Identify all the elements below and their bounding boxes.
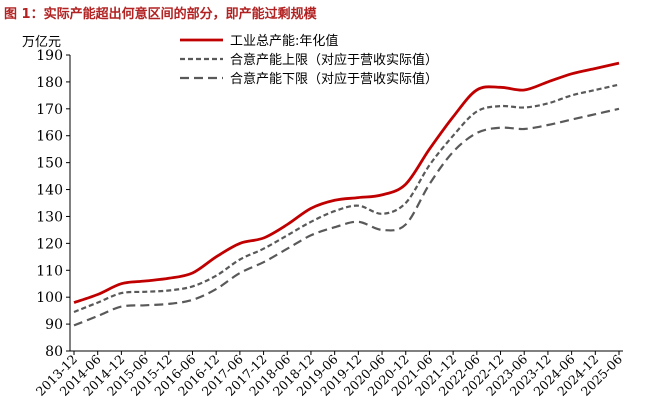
legend-item-total-capacity-label: 工业总产能:年化值 — [230, 33, 338, 49]
y-tick-label: 160 — [36, 129, 63, 145]
y-tick-label: 180 — [36, 75, 63, 91]
y-tick-label: 110 — [36, 263, 63, 279]
y-tick-label: 150 — [36, 156, 63, 172]
y-tick-label: 140 — [36, 183, 63, 199]
y-tick-label: 170 — [36, 102, 63, 118]
series-upper-limit-line — [73, 83, 620, 314]
axes: 80901001101201301401501601701801902013-1… — [33, 48, 625, 399]
series-layer — [73, 61, 620, 327]
y-tick-label: 120 — [36, 236, 63, 252]
y-tick-label: 190 — [36, 48, 63, 64]
chart-title: 图 1：实际产能超出何意区间的部分，即产能过剩规模 — [4, 7, 317, 22]
y-tick-label: 130 — [36, 209, 63, 225]
series-total-capacity-line — [73, 61, 620, 304]
legend-item-upper-limit-label: 合意产能上限（对应于营收实际值） — [230, 52, 438, 68]
y-tick-label: 90 — [45, 317, 63, 333]
legend-item-lower-limit-label: 合意产能下限（对应于营收实际值） — [230, 71, 438, 87]
y-tick-label: 100 — [36, 290, 63, 306]
series-lower-limit-line — [73, 107, 620, 327]
y-axis-unit-label: 万亿元 — [22, 35, 62, 50]
y-tick-label: 80 — [45, 344, 63, 360]
